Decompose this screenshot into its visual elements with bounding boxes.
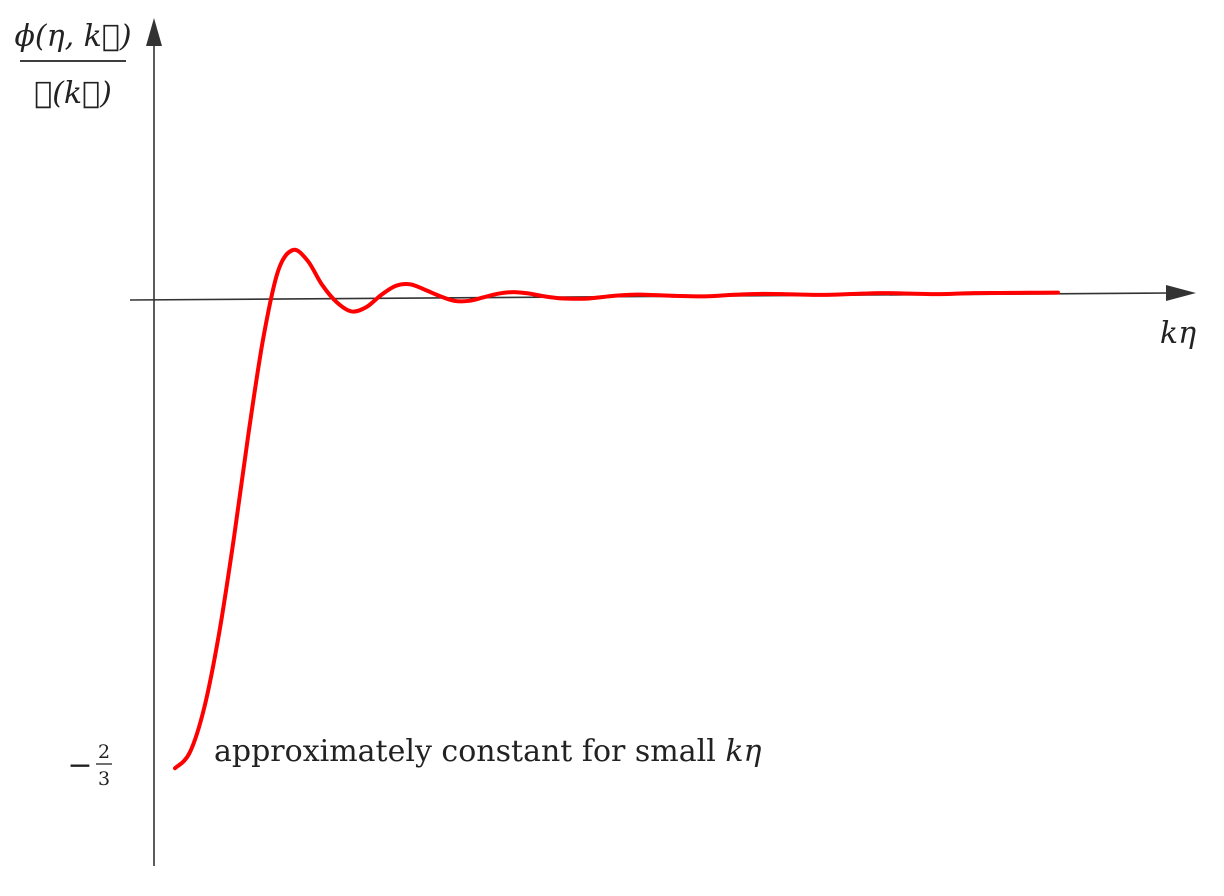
y-axis-arrow — [146, 18, 162, 46]
x-axis-arrow — [1166, 285, 1196, 301]
ytick-denominator: 3 — [98, 768, 110, 790]
ylabel-numerator: ϕ(η, k⃗) — [14, 19, 131, 54]
annotation-text: approximately constant for small — [214, 734, 725, 769]
ytick-sign: − — [67, 748, 92, 783]
ytick-numerator: 2 — [98, 741, 110, 763]
xlabel: kη — [1160, 316, 1196, 351]
annotation: approximately constant for small kη — [214, 734, 762, 769]
ylabel-denominator: ℛ(k⃗) — [34, 76, 112, 111]
ytick-label: − 2 3 — [67, 741, 112, 790]
series-layer — [173, 247, 1060, 771]
annotation-math: kη — [725, 734, 761, 769]
series-line-0 — [173, 247, 1060, 771]
